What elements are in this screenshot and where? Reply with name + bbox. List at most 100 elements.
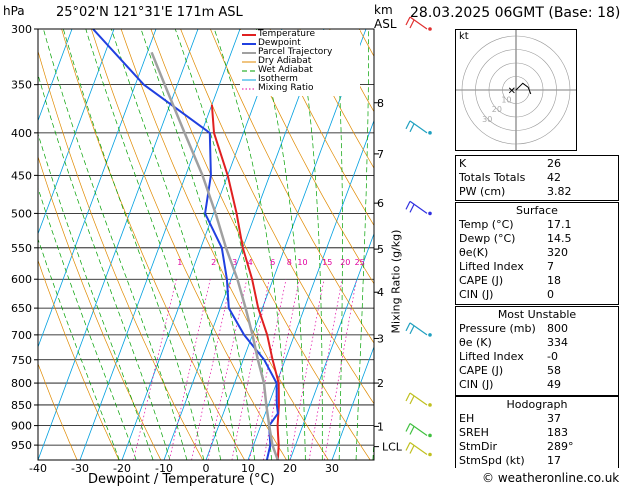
index-value: 49 [544,378,618,392]
index-value: -0 [544,350,618,364]
index-label: Lifted Index [456,260,544,274]
temperature-tick-label: -40 [29,462,47,475]
km-tick-label: 1 [377,420,384,433]
index-row: θe(K)320 [456,246,618,260]
wind-barb-dot [428,212,432,216]
index-label: θe (K) [456,336,544,350]
mixing-ratio-line [290,279,324,460]
legend-swatch [240,84,258,93]
index-value: 0 [544,288,618,302]
hodograph-ring-label: 30 [482,115,492,124]
wind-barb-dot [428,131,432,135]
wet-adiabat-line [63,29,204,460]
dry-adiabat-line [32,29,203,460]
wet-adiabat-line [86,29,221,460]
index-value: 26 [544,157,618,171]
index-label: θe(K) [456,246,544,260]
legend-swatch [240,57,258,66]
pressure-tick-label: 400 [11,127,32,140]
index-label: SREH [456,426,544,440]
mixing-ratio-label: 20 [340,258,350,267]
index-value: 17.1 [544,218,618,232]
index-row: θe (K)334 [456,336,618,350]
index-row: CAPE (J)58 [456,364,618,378]
pressure-tick-label: 650 [11,302,32,315]
pressure-tick-label: 300 [11,23,32,36]
wind-barb-flag [410,445,414,453]
mixing-ratio-label: 25 [355,258,365,267]
index-label: EH [456,412,544,426]
index-label: CAPE (J) [456,364,544,378]
x-axis-label: Dewpoint / Temperature (°C) [88,472,275,487]
wind-barb-flag [406,121,410,129]
pressure-tick-label: 350 [11,79,32,92]
pressure-tick-label: 900 [11,420,32,433]
temperature-tick-label: 30 [325,462,339,475]
surface-title: Surface [456,204,618,217]
wind-barb-flag [410,396,414,404]
index-label: Lifted Index [456,350,544,364]
index-label: PW (cm) [456,185,544,199]
wind-barb-dot [428,453,432,457]
index-label: Pressure (mb) [456,322,544,336]
index-row: CIN (J)49 [456,378,618,392]
mixing-ratio-line [134,279,177,460]
index-value: 14.5 [544,232,618,246]
index-value: 334 [544,336,618,350]
mixing-ratio-label: 8 [287,258,292,267]
index-value: 183 [544,426,618,440]
index-value: 58 [544,364,618,378]
legend-item: Mixing Ratio [240,84,313,93]
index-value: 18 [544,274,618,288]
wind-barb-flag [406,442,410,450]
mixing-ratio-label: 10 [297,258,307,267]
dry-adiabat-line [62,29,245,460]
pressure-tick-label: 550 [11,242,32,255]
index-row: CIN (J)0 [456,288,618,302]
index-row: Lifted Index-0 [456,350,618,364]
wind-barb-dot [428,434,432,438]
wet-adiabat-line [141,29,255,460]
wind-barb-dot [428,27,432,31]
wet-adiabat-line [43,29,187,460]
wind-barb-flag [406,201,410,209]
legend-swatch [240,30,258,39]
wind-barb-flag [410,326,414,334]
mixing-ratio-line [208,279,247,460]
mixing-ratio-label: 2 [211,258,216,267]
index-value: 7 [544,260,618,274]
mixing-ratio-line [232,279,270,460]
wet-adiabat-line [25,29,170,460]
hodograph-indices-title: Hodograph [456,398,618,411]
index-label: CIN (J) [456,378,544,392]
wind-barb-flag [406,423,410,431]
pressure-tick-label: 600 [11,273,32,286]
index-row: Pressure (mb)800 [456,322,618,336]
index-row: StmSpd (kt)17 [456,454,618,468]
mixing-ratio-line [250,279,287,460]
mixing-ratio-line [169,279,210,460]
km-tick-label: 4 [377,286,384,299]
index-value: 17 [544,454,618,468]
wind-barb-flag [406,17,410,25]
index-label: StmSpd (kt) [456,454,544,468]
hodograph-ring-label: 20 [492,105,502,114]
index-row: Temp (°C)17.1 [456,218,618,232]
wind-barb-dot [428,333,432,337]
index-value: 42 [544,171,618,185]
pressure-tick-label: 800 [11,377,32,390]
index-label: StmDir [456,440,544,454]
